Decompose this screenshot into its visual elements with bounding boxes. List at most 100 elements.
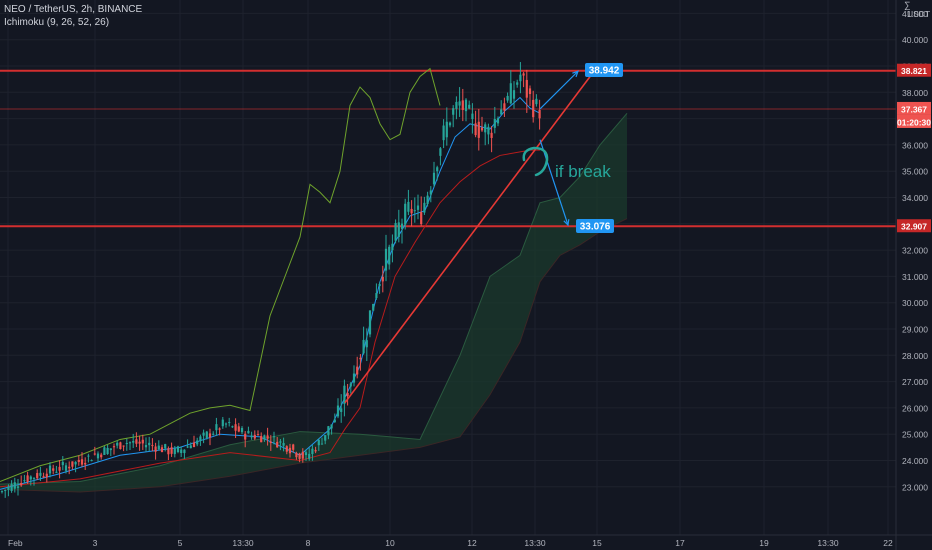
candle-body: [183, 449, 186, 454]
price-tick: 25.000: [902, 430, 928, 440]
candle-body: [365, 340, 368, 348]
support-price-tag-box: [897, 219, 931, 233]
candle-body: [52, 468, 55, 471]
candle-body: [503, 103, 506, 111]
candle-body: [199, 436, 202, 441]
candle-body: [384, 248, 388, 271]
candle-body: [77, 459, 80, 463]
candle-body: [509, 83, 512, 104]
ichimoku-cloud: [0, 113, 627, 493]
target-down-label-box[interactable]: [576, 219, 614, 233]
cloud-span-a: [0, 113, 628, 485]
candle-body: [292, 444, 295, 450]
time-tick: 3: [93, 538, 98, 548]
candle-body: [247, 430, 250, 434]
candle-body: [464, 99, 468, 112]
candle-body: [176, 446, 180, 453]
candle-body: [455, 101, 458, 109]
candle-body: [317, 440, 320, 446]
candle-body: [39, 472, 42, 476]
price-tick: 27.000: [902, 377, 928, 387]
target-up-label: 38.942: [589, 66, 620, 77]
target-up-label-box[interactable]: [585, 63, 623, 77]
time-tick: 15: [592, 538, 602, 548]
candle-body: [234, 424, 237, 431]
base-line: [0, 149, 540, 488]
countdown-tag: 01:20:30: [897, 117, 931, 127]
candle-body: [340, 408, 343, 412]
candle-body: [461, 100, 464, 110]
arrow-up-head: [572, 70, 579, 78]
candle-body: [298, 453, 301, 459]
candle-body: [157, 445, 160, 450]
candle-body: [256, 434, 260, 436]
candle-body: [288, 447, 292, 454]
candle-body: [74, 461, 77, 465]
candle-body: [391, 243, 394, 251]
candle-body: [445, 121, 448, 138]
candle-body: [471, 113, 474, 120]
time-tick: Feb: [8, 538, 23, 548]
candle-body: [295, 452, 298, 458]
candle-body: [506, 95, 509, 101]
candle-body: [215, 424, 218, 431]
candle-body: [138, 441, 141, 444]
candle-body: [228, 422, 231, 424]
candle-body: [349, 383, 352, 387]
candle-body: [208, 433, 212, 438]
candle-body: [224, 423, 228, 425]
resistance-price-tag: 38.821: [901, 66, 927, 76]
candle-body: [269, 441, 272, 444]
indicator-legend[interactable]: Ichimoku (9, 26, 52, 26): [4, 17, 110, 28]
candle-body: [362, 339, 365, 354]
candle-body: [496, 118, 500, 124]
price-tick: 35.000: [902, 167, 928, 177]
candle-body: [173, 448, 176, 455]
price-tick: 30.000: [902, 298, 928, 308]
trend-line[interactable]: [344, 65, 599, 404]
candle-body: [394, 223, 397, 241]
candle-body: [276, 441, 279, 448]
break-mark: [522, 146, 549, 177]
price-tick: 40.000: [902, 35, 928, 45]
candle-body: [279, 441, 282, 443]
candle-body: [237, 426, 240, 432]
candle-body: [132, 441, 135, 443]
candle-body: [477, 121, 480, 138]
candle-body: [135, 439, 138, 444]
candle-body: [71, 461, 74, 467]
price-tick: 36.000: [902, 140, 928, 150]
candle-body: [26, 475, 29, 482]
candle-body: [122, 445, 125, 447]
support-price-tag: 32.907: [901, 222, 927, 232]
candle-body: [500, 109, 503, 115]
resistance-price-tag-box: [897, 63, 931, 77]
candle-body: [416, 205, 420, 210]
candle-body: [87, 455, 90, 457]
arrow-up[interactable]: [539, 70, 579, 110]
candle-body: [20, 483, 23, 486]
candle-body: [58, 466, 61, 471]
price-tick: 23.000: [902, 482, 928, 492]
candle-body: [404, 203, 407, 225]
currency-label: USDT: [907, 9, 930, 19]
time-tick: 13:30: [524, 538, 546, 548]
candle-body: [119, 442, 122, 450]
candle-body: [512, 90, 516, 99]
candle-body: [458, 101, 461, 106]
candle-body: [189, 445, 192, 449]
candle-body: [96, 453, 100, 459]
candle-body: [525, 79, 528, 98]
candle-body: [154, 446, 157, 452]
candle-body: [532, 99, 535, 118]
candle-body: [452, 108, 455, 115]
arrow-down[interactable]: [539, 139, 569, 226]
price-tick: 41.000: [902, 9, 928, 19]
candle-body: [320, 443, 324, 445]
candle-body: [7, 486, 10, 491]
candle-body: [301, 451, 304, 459]
candle-body: [186, 446, 189, 448]
candle-body: [36, 473, 39, 479]
